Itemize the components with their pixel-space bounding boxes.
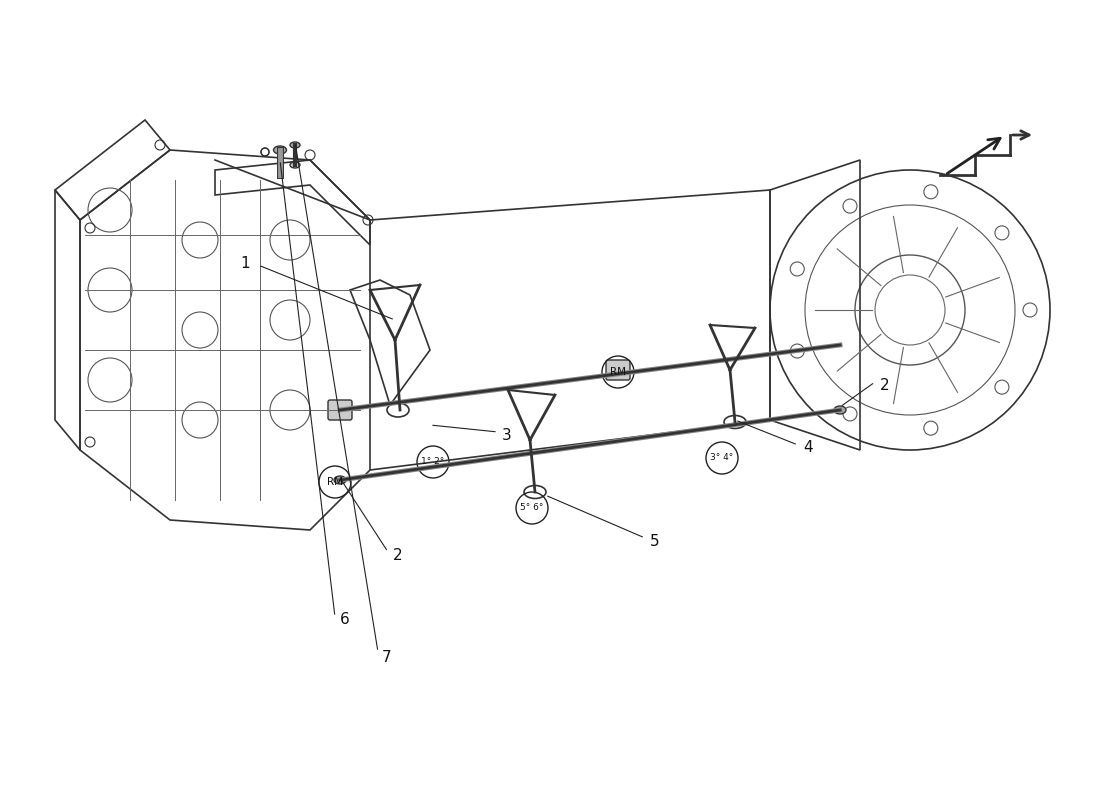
Text: 2: 2 [393, 549, 403, 563]
FancyBboxPatch shape [606, 360, 630, 380]
Ellipse shape [274, 146, 286, 154]
Text: 3: 3 [502, 427, 512, 442]
FancyBboxPatch shape [328, 400, 352, 420]
Text: 3° 4°: 3° 4° [711, 454, 734, 462]
Text: RM: RM [610, 367, 626, 377]
Ellipse shape [290, 142, 300, 148]
Text: 1° 2°: 1° 2° [421, 458, 444, 466]
Text: 1: 1 [241, 255, 250, 270]
Ellipse shape [834, 406, 846, 414]
Ellipse shape [334, 476, 346, 484]
Text: 5: 5 [650, 534, 660, 550]
Ellipse shape [290, 162, 300, 168]
Text: 5° 6°: 5° 6° [520, 503, 543, 513]
Text: 6: 6 [340, 613, 350, 627]
Text: 2: 2 [880, 378, 890, 393]
Text: 4: 4 [803, 441, 813, 455]
Text: RM: RM [327, 477, 343, 487]
Text: 7: 7 [382, 650, 392, 665]
